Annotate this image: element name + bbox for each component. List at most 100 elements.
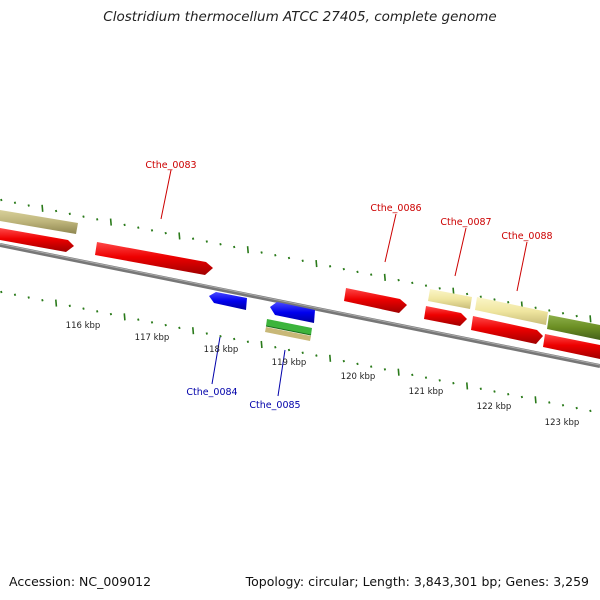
minor-tick [205, 332, 208, 335]
minor-tick [356, 270, 359, 274]
minor-tick [493, 390, 496, 393]
minor-tick [82, 307, 85, 310]
major-tick [55, 299, 58, 307]
minor-tick [109, 312, 113, 316]
kbp-label-119: 119 kbp [272, 358, 307, 368]
minor-tick [342, 267, 345, 271]
minor-tick [438, 379, 441, 382]
feature-block-cream-0087[interactable] [428, 289, 472, 309]
map-title: Clostridium thermocellum ATCC 27405, com… [103, 9, 497, 25]
minor-tick [561, 404, 565, 407]
feature-block-green-0085[interactable] [266, 319, 312, 335]
gene-label-cthe-0087[interactable]: Cthe_0087 [440, 217, 491, 228]
feature-block-khaki-0085[interactable] [265, 327, 311, 341]
minor-tick [150, 321, 154, 324]
gene-arrow-cthe-0084[interactable] [209, 292, 247, 310]
minor-tick [575, 406, 578, 410]
minor-tick [370, 273, 373, 276]
kbp-label-117: 117 kbp [135, 333, 170, 343]
minor-tick [137, 226, 140, 229]
minor-tick [205, 240, 208, 243]
gene-arrow-cthe-0087[interactable] [424, 306, 467, 326]
major-tick [466, 382, 469, 390]
gene-arrow-cthe-0086[interactable] [344, 288, 407, 313]
major-tick [315, 259, 318, 268]
gene-arrow-right-edge[interactable] [543, 334, 600, 359]
minor-tick [411, 373, 414, 377]
major-tick [109, 218, 112, 226]
gene-label-cthe-0084[interactable]: Cthe_0084 [186, 387, 237, 398]
major-tick [397, 368, 400, 376]
minor-tick [41, 299, 44, 302]
minor-tick [589, 409, 592, 413]
minor-tick [411, 281, 414, 285]
minor-tick [233, 337, 236, 341]
major-tick [260, 340, 263, 349]
minor-tick [342, 359, 345, 363]
minor-tick [328, 265, 332, 268]
minor-tick [219, 242, 222, 246]
kbp-label-121: 121 kbp [409, 387, 444, 397]
feature-block-khaki[interactable] [0, 210, 78, 234]
major-tick [246, 246, 249, 254]
kbp-label-120: 120 kbp [341, 372, 376, 382]
gene-arrow-cthe-0088[interactable] [471, 316, 543, 344]
minor-tick [315, 354, 318, 357]
genome-summary-text: Topology: circular; Length: 3,843,301 bp… [245, 574, 589, 589]
minor-tick [397, 278, 400, 282]
minor-tick [178, 326, 181, 330]
gene-arrow-cthe-0085[interactable] [270, 302, 315, 323]
minor-tick [534, 306, 537, 310]
minor-tick [13, 293, 17, 297]
outer-tick-row [0, 198, 592, 323]
minor-tick [164, 323, 167, 327]
gene-arrow-left-edge[interactable] [0, 228, 74, 252]
minor-tick [27, 296, 30, 299]
minor-tick [356, 362, 359, 366]
minor-tick [452, 381, 455, 385]
minor-tick [479, 387, 482, 390]
minor-tick [507, 392, 510, 396]
major-tick [534, 396, 537, 404]
minor-tick [191, 237, 195, 240]
minor-tick [274, 254, 277, 257]
gene-label-cthe-0083[interactable]: Cthe_0083 [145, 160, 196, 171]
kbp-label-123: 123 kbp [545, 418, 580, 428]
minor-tick [479, 295, 482, 298]
minor-tick [96, 218, 99, 221]
gene-label-cthe-0088[interactable]: Cthe_0088 [501, 231, 552, 242]
minor-tick [0, 198, 3, 202]
minor-tick [548, 401, 551, 404]
gene-label-cthe-0086[interactable]: Cthe_0086 [370, 203, 421, 214]
minor-tick [82, 215, 85, 218]
minor-tick [575, 314, 578, 318]
gene-label-leaders [160, 169, 528, 397]
gene-arrow-cthe-0083[interactable] [95, 242, 213, 275]
minor-tick [274, 346, 277, 349]
minor-tick [27, 204, 30, 207]
minor-tick [561, 312, 565, 315]
minor-tick [507, 300, 510, 304]
minor-tick [465, 292, 469, 296]
gene-label-cthe-0085[interactable]: Cthe_0085 [249, 400, 300, 411]
minor-tick [301, 351, 304, 355]
minor-tick [548, 309, 551, 312]
minor-tick [246, 340, 250, 343]
minor-tick [96, 310, 99, 313]
minor-tick [233, 245, 236, 249]
minor-tick [54, 209, 58, 213]
feature-block-olive[interactable] [547, 315, 600, 340]
minor-tick [287, 348, 291, 352]
major-tick [192, 327, 195, 335]
minor-tick [493, 298, 496, 301]
minor-tick [13, 201, 17, 205]
major-tick [589, 315, 592, 323]
minor-tick [438, 287, 441, 290]
major-tick [178, 232, 181, 240]
minor-tick [68, 212, 71, 216]
minor-tick [370, 365, 373, 368]
feature-block-cream-0088[interactable] [475, 297, 548, 325]
kbp-label-122: 122 kbp [477, 402, 512, 412]
inner-tick-row [0, 290, 592, 413]
